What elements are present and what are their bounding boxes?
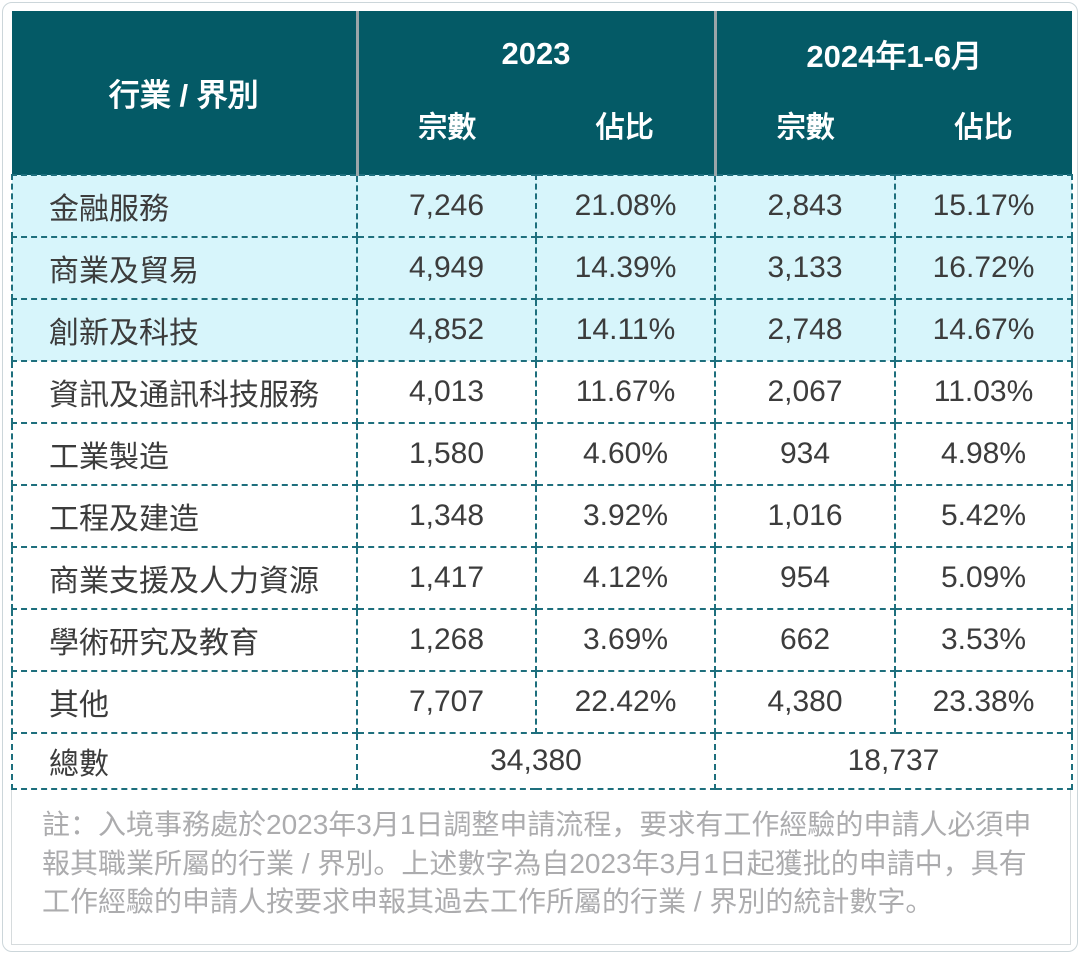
share-2024-cell: 5.09% <box>894 546 1073 610</box>
count-2024-cell: 2,843 <box>714 174 896 238</box>
table-row-others: 其他 7,707 22.42% 4,380 23.38% <box>11 670 1073 734</box>
count-2023-cell: 1,417 <box>356 546 537 610</box>
count-2024-cell: 2,067 <box>714 360 896 424</box>
count-2024-cell: 934 <box>714 422 896 486</box>
share-2024-cell: 23.38% <box>894 670 1073 734</box>
table-row-commerce-trade: 商業及貿易 4,949 14.39% 3,133 16.72% <box>11 236 1073 300</box>
count-2024-cell: 1,016 <box>714 484 896 548</box>
share-2023-cell: 14.11% <box>535 298 716 362</box>
corner-header-industry-sector: 行業 / 界別 <box>12 11 357 175</box>
count-2023-cell: 4,013 <box>356 360 537 424</box>
table-row-financial-services: 金融服務 7,246 21.08% 2,843 15.17% <box>11 174 1073 238</box>
table-row-engineering-construction: 工程及建造 1,348 3.92% 1,016 5.42% <box>11 484 1073 548</box>
subheader-2023-share: 佔比 <box>536 96 715 175</box>
total-2024-cell: 18,737 <box>714 732 1073 790</box>
count-2023-cell: 1,348 <box>356 484 537 548</box>
share-2024-cell: 5.42% <box>894 484 1073 548</box>
subheader-2024-share: 佔比 <box>895 96 1072 175</box>
share-2023-cell: 14.39% <box>535 236 716 300</box>
industry-label-cell: 商業支援及人力資源 <box>11 546 358 610</box>
table-row-ict-services: 資訊及通訊科技服務 4,013 11.67% 2,067 11.03% <box>11 360 1073 424</box>
count-2023-cell: 7,707 <box>356 670 537 734</box>
share-2024-cell: 15.17% <box>894 174 1073 238</box>
share-2024-cell: 14.67% <box>894 298 1073 362</box>
share-2024-cell: 16.72% <box>894 236 1073 300</box>
industry-label-cell: 資訊及通訊科技服務 <box>11 360 358 424</box>
subheader-2024-count: 宗數 <box>713 96 895 175</box>
share-2024-cell: 4.98% <box>894 422 1073 486</box>
share-2023-cell: 21.08% <box>535 174 716 238</box>
count-2023-cell: 4,949 <box>356 236 537 300</box>
industry-label-cell: 工業製造 <box>11 422 358 486</box>
count-2024-cell: 662 <box>714 608 896 672</box>
count-2023-cell: 7,246 <box>356 174 537 238</box>
total-2023-cell: 34,380 <box>356 732 716 790</box>
share-2023-cell: 4.12% <box>535 546 716 610</box>
subheader-2023-count: 宗數 <box>355 96 536 175</box>
count-2024-cell: 4,380 <box>714 670 896 734</box>
industry-label-cell: 金融服務 <box>11 174 358 238</box>
industry-label-cell: 創新及科技 <box>11 298 358 362</box>
share-2024-cell: 11.03% <box>894 360 1073 424</box>
count-2024-cell: 3,133 <box>714 236 896 300</box>
header-row-groups: 行業 / 界別 2023 2024年1-6月 <box>12 11 1072 175</box>
count-2023-cell: 4,852 <box>356 298 537 362</box>
share-2023-cell: 11.67% <box>535 360 716 424</box>
industry-stats-table: 行業 / 界別 2023 2024年1-6月 宗數 佔比 宗數 佔比 金融服務 … <box>11 11 1073 790</box>
share-2023-cell: 3.92% <box>535 484 716 548</box>
share-2023-cell: 22.42% <box>535 670 716 734</box>
total-label-cell: 總數 <box>11 732 358 790</box>
share-2023-cell: 4.60% <box>535 422 716 486</box>
table-row-business-support-hr: 商業支援及人力資源 1,417 4.12% 954 5.09% <box>11 546 1073 610</box>
industry-label-cell: 學術研究及教育 <box>11 608 358 672</box>
industry-label-cell: 商業及貿易 <box>11 236 358 300</box>
industry-label-cell: 工程及建造 <box>11 484 358 548</box>
count-2023-cell: 1,268 <box>356 608 537 672</box>
table-row-industrial-manufacturing: 工業製造 1,580 4.60% 934 4.98% <box>11 422 1073 486</box>
industry-label-cell: 其他 <box>11 670 358 734</box>
share-2023-cell: 3.69% <box>535 608 716 672</box>
year-2023-group-header: 2023 <box>355 11 715 96</box>
count-2024-cell: 954 <box>714 546 896 610</box>
header-row-subcolumns: 宗數 佔比 宗數 佔比 <box>12 96 1072 175</box>
footnote-text: 註：入境事務處於2023年3月1日調整申請流程，要求有工作經驗的申請人必須申報其… <box>11 790 1071 945</box>
table-row-total: 總數 34,380 18,737 <box>11 732 1073 790</box>
count-2023-cell: 1,580 <box>356 422 537 486</box>
year-2024-group-header: 2024年1-6月 <box>713 11 1072 96</box>
share-2024-cell: 3.53% <box>894 608 1073 672</box>
count-2024-cell: 2,748 <box>714 298 896 362</box>
table-row-academic-research-education: 學術研究及教育 1,268 3.69% 662 3.53% <box>11 608 1073 672</box>
table-row-innovation-technology: 創新及科技 4,852 14.11% 2,748 14.67% <box>11 298 1073 362</box>
